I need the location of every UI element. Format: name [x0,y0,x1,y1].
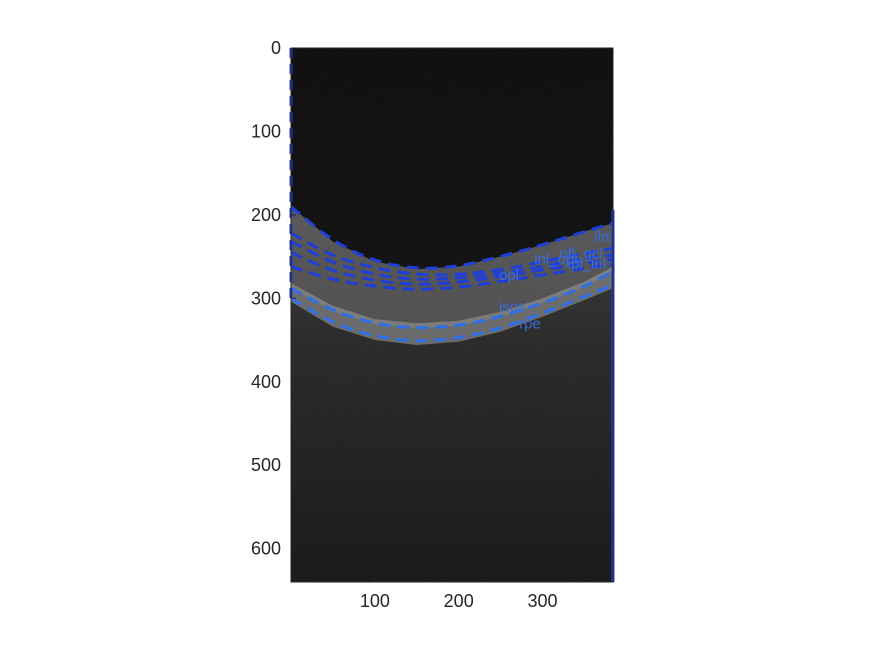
x-axis: 100 200 300 [360,577,558,611]
layer-boundaries [291,205,613,343]
y-tick-label-200: 200 [251,205,281,225]
layer-label-opl: opl [499,267,519,284]
boundary-line-nfl_gcl [291,231,613,277]
boundary-line-ipl_inl [291,240,613,281]
layer-label-inl_opl: inl_opl [534,250,577,267]
boundary-line-isos [291,270,613,330]
boundary-line-opl [291,262,613,291]
y-tick-label-500: 500 [251,455,281,475]
layer-label-ilm: ilm [595,229,614,246]
layer-label-rpe: rpe [519,315,541,332]
boundary-line-inl_opl [291,251,613,286]
boundary-line-rpe [291,283,613,343]
layer-label-nfl_gcl: nfl_gcl [559,245,602,262]
x-tick-label-200: 200 [444,591,474,611]
layer-label-isos: isos [499,299,526,316]
y-tick-label-300: 300 [251,288,281,308]
axes-frame [290,47,614,583]
layer-label-ipl_inl: ipl_inl [568,255,606,272]
y-tick-label-0: 0 [271,38,281,58]
y-tick-label-400: 400 [251,372,281,392]
y-tick-label-600: 600 [251,539,281,559]
y-tick-label-100: 100 [251,121,281,141]
boundary-line-ilm [291,205,613,270]
x-tick-label-300: 300 [528,591,558,611]
y-axis: 0 100 200 300 400 500 600 [251,38,296,559]
x-tick-label-100: 100 [360,591,390,611]
